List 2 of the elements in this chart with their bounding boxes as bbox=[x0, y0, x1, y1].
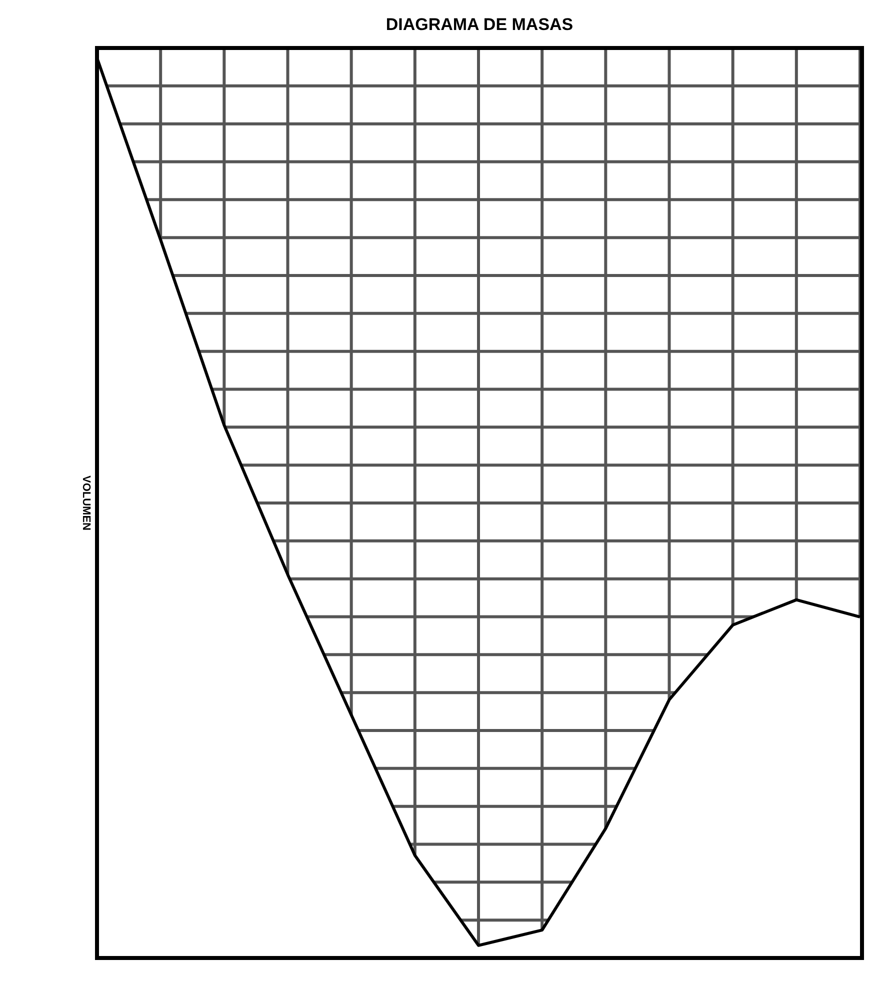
chart-title: DIAGRAMA DE MASAS bbox=[386, 15, 574, 34]
y-axis-title: VOLUMEN bbox=[80, 476, 92, 531]
